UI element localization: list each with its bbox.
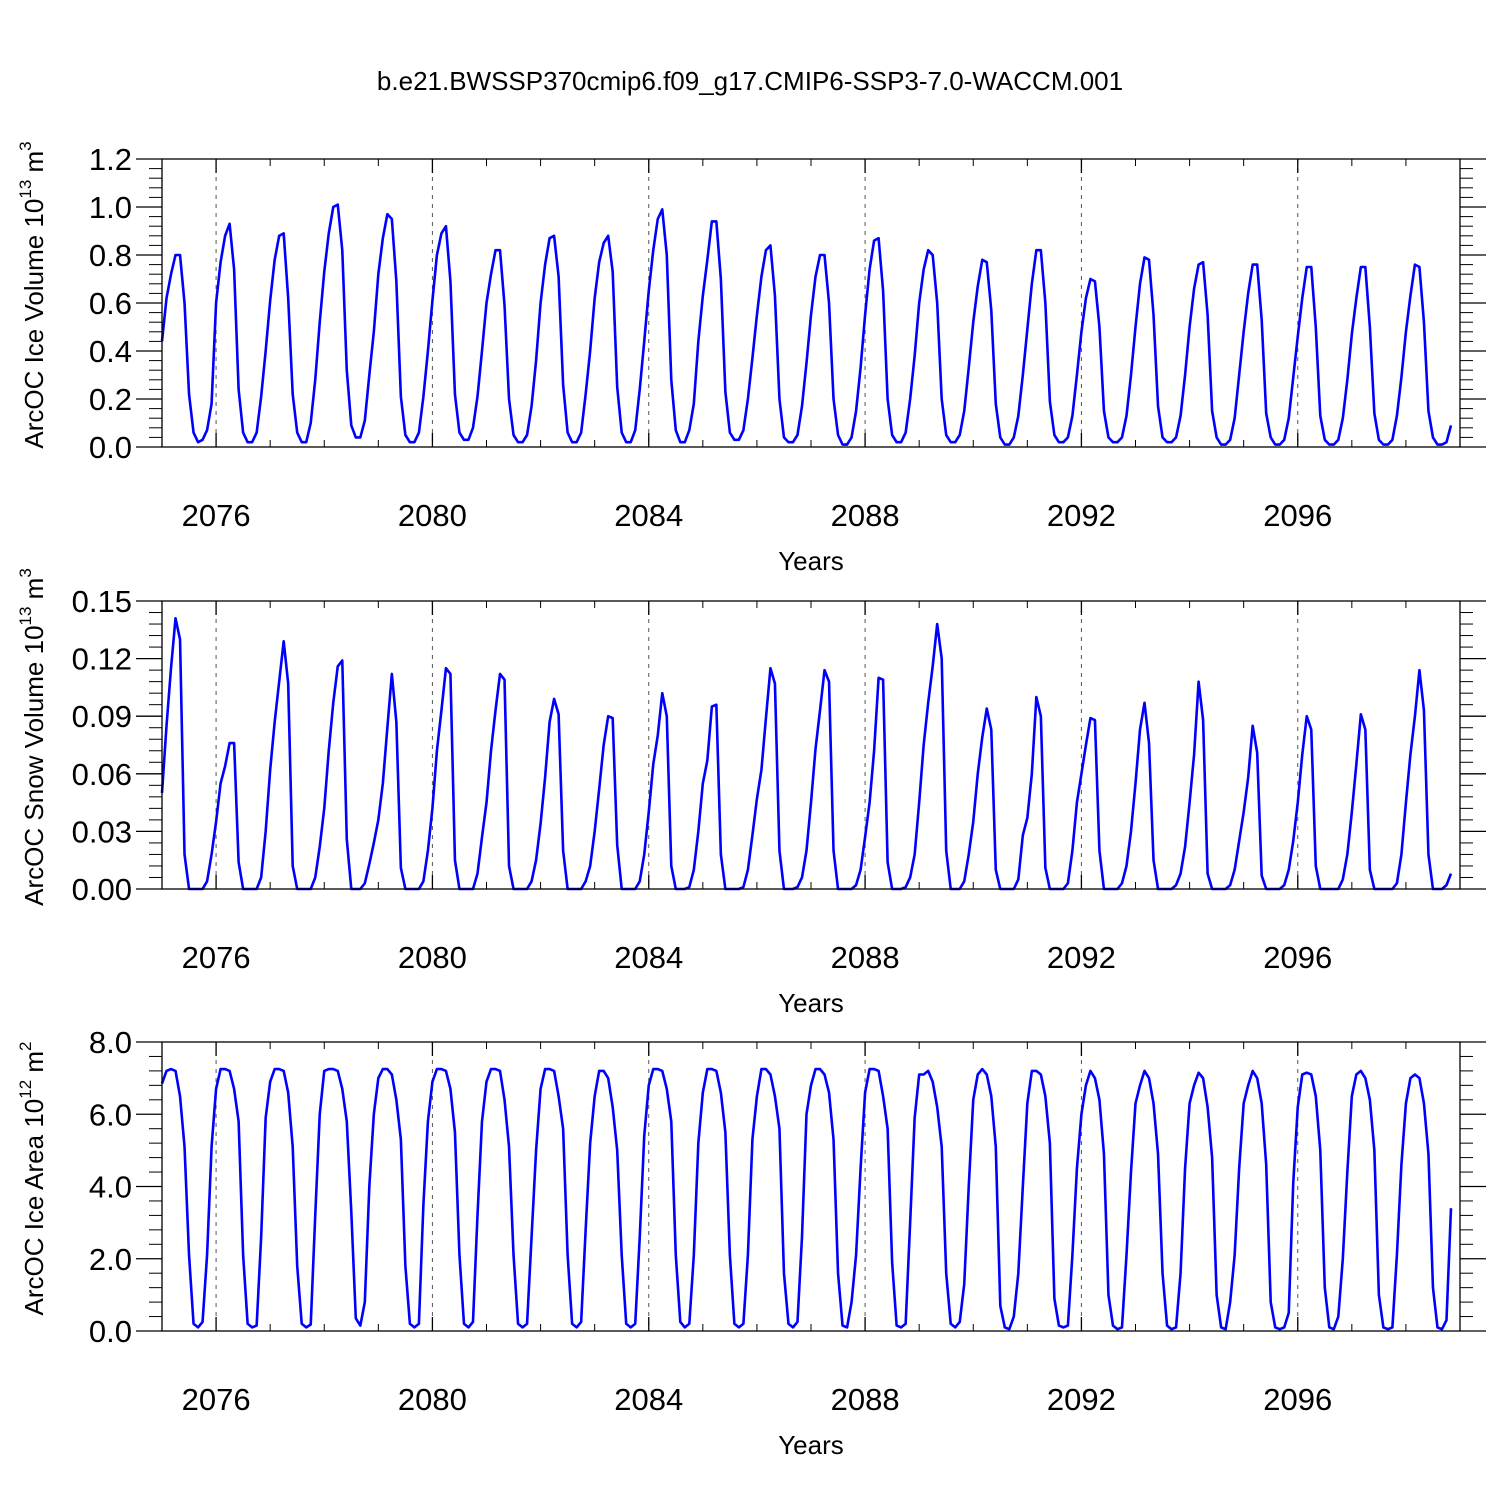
panel-3: 2076 2080 2084 2088 2092 2096 0.0 2.0 4.0 6.0 8.0 Y… (16, 1025, 1486, 1460)
y-axis-title-exponent: 13 (16, 180, 35, 199)
y-tick-label: 0.12 (72, 642, 132, 677)
y-axis-title: ArcOC Ice Area 1012 m2 (16, 1041, 49, 1315)
y-tick-label: 0.8 (89, 238, 132, 273)
x-tick-label: 2080 (398, 940, 467, 975)
x-tick-label: 2096 (1263, 498, 1332, 533)
x-tick-label: 2092 (1047, 498, 1116, 533)
x-tick-label: 2096 (1263, 940, 1332, 975)
x-tick-label: 2088 (831, 1382, 900, 1417)
x-tick-label: 2084 (614, 940, 683, 975)
y-axis-title-unit-exponent: 3 (16, 141, 35, 150)
y-tick-label: 0.00 (72, 872, 132, 907)
series-line (160, 203, 1453, 446)
panel-2: 2076 2080 2084 2088 2092 2096 0.00 0.03 0.06 0.09… (16, 568, 1486, 1018)
y-axis-title-text: ArcOC Ice Area 10 (19, 1099, 49, 1316)
x-tick-label: 2092 (1047, 1382, 1116, 1417)
x-tick-label: 2080 (398, 498, 467, 533)
x-tick-label: 2076 (182, 940, 251, 975)
y-axis-title-text: ArcOC Ice Volume 10 (19, 199, 49, 449)
y-tick-label: 4.0 (89, 1170, 132, 1205)
x-axis-title: Years (778, 546, 844, 576)
y-axis-title-text: ArcOC Snow Volume 10 (19, 625, 49, 905)
y-axis-title-exponent: 12 (16, 1080, 35, 1099)
y-tick-label: 0.15 (72, 584, 132, 619)
y-axis-title-unit-exponent: 3 (16, 568, 35, 577)
figure-title: b.e21.BWSSP370cmip6.f09_g17.CMIP6-SSP3-7… (377, 66, 1123, 96)
y-tick-label: 0.09 (72, 699, 132, 734)
plot-frame (161, 600, 1461, 890)
x-tick-label: 2096 (1263, 1382, 1332, 1417)
y-tick-label: 2.0 (89, 1242, 132, 1277)
y-tick-label: 0.4 (89, 334, 132, 369)
y-axis-title: ArcOC Ice Volume 1013 m3 (16, 141, 49, 448)
x-tick-label: 2084 (614, 498, 683, 533)
x-tick-label: 2088 (831, 940, 900, 975)
x-axis-title: Years (778, 1430, 844, 1460)
x-tick-label: 2080 (398, 1382, 467, 1417)
x-tick-label: 2088 (831, 498, 900, 533)
y-axis-title-unit: m (19, 151, 49, 180)
y-tick-label: 1.0 (89, 190, 132, 225)
y-tick-label: 0.0 (89, 430, 132, 465)
x-tick-label: 2092 (1047, 940, 1116, 975)
y-tick-label: 0.03 (72, 814, 132, 849)
x-tick-label: 2076 (182, 1382, 251, 1417)
y-tick-label: 0.2 (89, 382, 132, 417)
y-tick-label: 8.0 (89, 1025, 132, 1060)
series-line (160, 616, 1453, 891)
y-tick-label: 0.06 (72, 757, 132, 792)
series-line (160, 1067, 1453, 1331)
x-tick-label: 2076 (182, 498, 251, 533)
panel-1: 2076 2080 2084 2088 2092 2096 0.0 0.2 0.4 0.6 0.8 1… (16, 141, 1486, 576)
y-tick-label: 6.0 (89, 1097, 132, 1132)
y-axis-title-exponent: 13 (16, 607, 35, 626)
panels: 2076 2080 2084 2088 2092 2096 0.0 0.2 0.4 0.6 0.8 1… (16, 141, 1486, 1460)
x-tick-label: 2084 (614, 1382, 683, 1417)
y-tick-label: 0.6 (89, 286, 132, 321)
x-axis-title: Years (778, 988, 844, 1018)
y-tick-label: 1.2 (89, 142, 132, 177)
y-axis-title-unit: m (19, 578, 49, 607)
y-axis-title-unit-exponent: 2 (16, 1041, 35, 1050)
y-axis-title-unit: m (19, 1051, 49, 1080)
y-axis-title: ArcOC Snow Volume 1013 m3 (16, 568, 49, 906)
y-tick-label: 0.0 (89, 1314, 132, 1349)
